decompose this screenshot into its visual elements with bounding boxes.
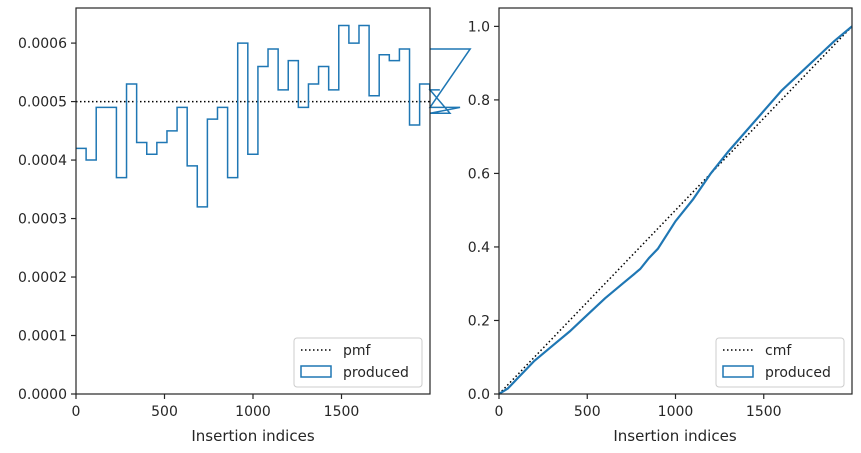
left-x-tick-label: 0 [72,404,81,420]
right-x-tick-label: 500 [574,404,601,420]
left-plot-frame [75,7,431,395]
right-cmf-line [498,25,853,395]
right-legend: cmf produced [715,337,845,388]
right-x-tick-label: 1500 [746,404,782,420]
right-marks [498,25,853,395]
left-x-tick-label: 1000 [235,404,271,420]
left-y-tick-label: 0.0005 [18,95,67,111]
right-legend-cmf-label: cmf [765,343,792,359]
right-legend-produced-swatch [722,365,754,378]
right-y-tick-label: 0.0 [468,387,490,403]
right-y-tick-label: 0.2 [468,313,490,329]
left-y-tick-label: 0.0002 [18,270,67,286]
right-plot: 0 500 1000 1500 0.0 0.2 0.4 0.6 0.8 1.0 Insertio… [468,7,853,445]
right-y-ticks: 0.0 0.2 0.4 0.6 0.8 1.0 [468,19,499,403]
left-x-ticks: 0 500 1000 1500 [72,394,360,420]
right-y-tick-label: 0.4 [468,240,490,256]
left-legend-produced-label: produced [343,365,409,381]
left-produced-step-line [76,24,472,208]
left-legend-pmf-label: pmf [343,343,372,359]
right-plot-frame [498,7,853,395]
left-x-tick-label: 500 [151,404,178,420]
left-legend-produced-swatch [300,365,332,378]
left-x-tick-label: 1500 [324,404,360,420]
left-legend: pmf produced [293,337,423,388]
left-y-tick-label: 0.0003 [18,212,67,228]
left-y-ticks: 0.0000 0.0001 0.0002 0.0003 0.0004 0.0005 0.00… [18,36,76,403]
left-x-axis-label: Insertion indices [191,427,314,445]
left-plot: 0 500 1000 1500 0.00000.00010.00020.00030.0… [18,7,472,445]
left-y-tick-label: 0.0006 [18,36,67,52]
left-y-tick-label: 0.0001 [18,329,67,345]
right-legend-produced-label: produced [765,365,831,381]
right-y-tick-label: 1.0 [468,19,490,35]
left-marks [76,24,472,208]
right-y-tick-label: 0.6 [468,166,490,182]
left-y-tick-label: 0.0004 [18,153,67,169]
left-y-tick-label: 0.0000 [18,387,67,403]
right-x-axis-label: Insertion indices [613,427,736,445]
right-produced-line [498,25,853,395]
right-x-tick-label: 1000 [658,404,694,420]
right-x-ticks: 0 500 1000 1500 [495,394,782,420]
right-x-tick-label: 0 [495,404,504,420]
right-y-tick-label: 0.8 [468,93,490,109]
